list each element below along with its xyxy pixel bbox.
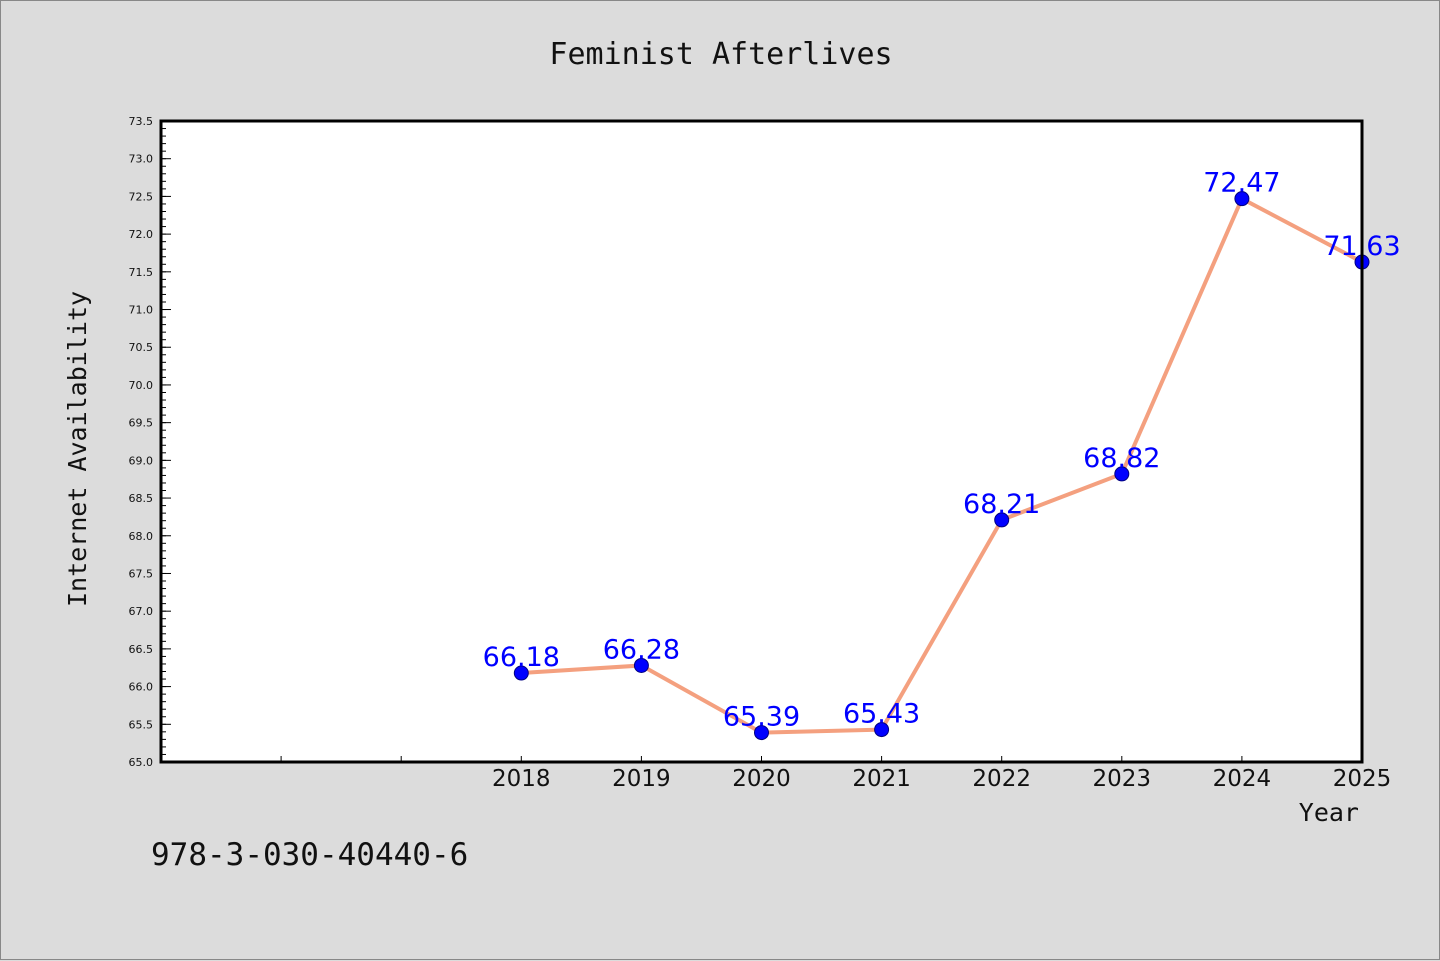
data-label: 65.39 (723, 702, 800, 733)
x-tick-label: 2022 (972, 766, 1031, 792)
data-point (1234, 191, 1250, 207)
data-point (754, 725, 769, 741)
data-point (513, 665, 529, 681)
data-label: 65.43 (843, 699, 920, 730)
x-tick-label: 2018 (492, 766, 551, 792)
y-tick-label: 66.5 (129, 643, 154, 656)
x-tick-label: 2025 (1333, 766, 1392, 792)
x-axis: 2018 2019 2020 2021 2022 2023 2024 2025 (280, 756, 1392, 792)
y-tick-label: 66.0 (129, 681, 154, 694)
series-layer (513, 191, 1370, 741)
data-label: 68.21 (963, 489, 1040, 520)
y-tick-label: 65.5 (129, 718, 154, 731)
y-tick-label: 73.0 (129, 153, 154, 166)
y-tick-label: 72.5 (129, 190, 154, 203)
x-tick-label: 2023 (1093, 766, 1152, 792)
isbn-footer: 978-3-030-40440-6 (151, 837, 468, 873)
plot-frame (159, 119, 1364, 764)
data-label: 66.18 (483, 642, 560, 673)
x-axis-label: Year (1299, 798, 1359, 827)
y-tick-label: 72.0 (129, 228, 154, 241)
y-tick-label: 67.0 (129, 605, 154, 618)
y-tick-label: 71.5 (129, 266, 154, 279)
data-point (874, 722, 890, 738)
plot-area (161, 121, 1362, 762)
y-tick-label: 69.0 (129, 454, 154, 467)
series-line (519, 196, 1364, 735)
y-tick-label: 67.5 (129, 567, 154, 580)
x-tick-label: 2021 (852, 766, 911, 792)
data-label: 68.82 (1083, 443, 1160, 474)
x-tick-label: 2019 (612, 766, 671, 792)
data-label: 72.47 (1203, 168, 1280, 199)
y-tick-label: 68.5 (129, 492, 154, 505)
y-tick-label: 69.5 (129, 417, 154, 430)
y-tick-label: 70.0 (129, 379, 154, 392)
y-axis: 65.0 65.5 66.0 66.5 67.0 67.5 68.0 68.5 69.0 69.5… (129, 115, 171, 769)
y-tick-label: 73.5 (129, 115, 154, 128)
y-tick-label: 65.0 (129, 756, 154, 769)
x-tick-label: 2024 (1213, 766, 1272, 792)
chart-title: Feminist Afterlives (549, 37, 892, 72)
y-tick-label: 71.0 (129, 304, 154, 317)
data-point (1114, 466, 1130, 482)
data-label: 66.28 (603, 634, 680, 665)
y-tick-label: 68.0 (129, 530, 154, 543)
y-tick-label: 70.5 (129, 341, 154, 354)
data-point (633, 657, 649, 673)
y-axis-label: Internet Availability (63, 291, 92, 607)
data-point (994, 512, 1010, 528)
x-tick-label: 2020 (732, 766, 791, 792)
